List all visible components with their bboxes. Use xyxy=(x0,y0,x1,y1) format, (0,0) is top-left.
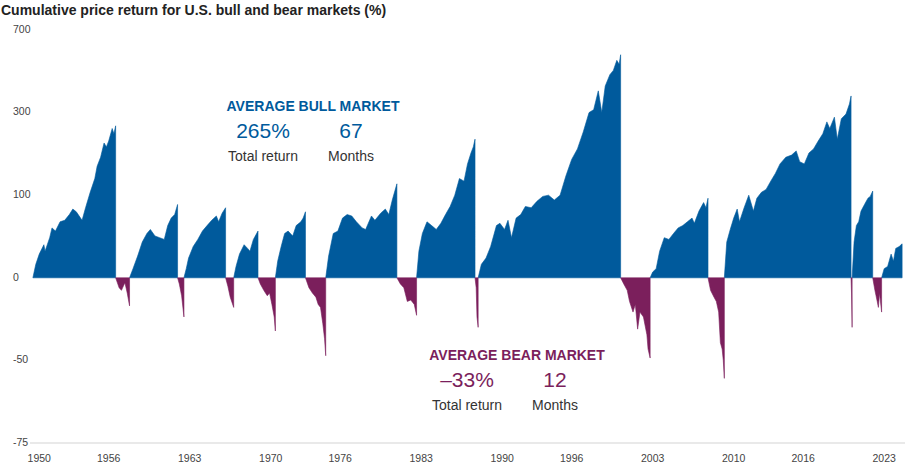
x-tick-label: 2010 xyxy=(722,452,746,464)
annotation-value: 67 xyxy=(339,119,362,142)
x-tick-label: 1950 xyxy=(28,452,52,464)
x-tick-label: 1983 xyxy=(410,452,434,464)
x-tick-label: 1996 xyxy=(560,452,584,464)
x-tick-label: 1990 xyxy=(491,452,515,464)
y-tick-label: 100 xyxy=(13,188,31,200)
y-tick-label: -50 xyxy=(13,353,28,365)
x-tick-label: 1963 xyxy=(178,452,202,464)
annotation-value: 265% xyxy=(236,119,290,142)
annotation-label: Months xyxy=(532,397,578,413)
x-axis-line xyxy=(30,443,905,444)
y-tick-label: 300 xyxy=(13,105,31,117)
annotation-title: AVERAGE BEAR MARKET xyxy=(429,347,605,363)
x-tick-label: 2003 xyxy=(641,452,665,464)
annotation-title: AVERAGE BULL MARKET xyxy=(227,98,400,114)
annotation: AVERAGE BEAR MARKET –33% Total return 12 Mon… xyxy=(429,347,605,413)
chart-title: Cumulative price return for U.S. bull an… xyxy=(1,2,386,18)
x-tick-label: 2016 xyxy=(791,452,815,464)
y-tick-label: 0 xyxy=(13,271,19,283)
y-tick-label: 700 xyxy=(13,23,31,35)
annotation: AVERAGE BULL MARKET 265% Total return 67 Mon… xyxy=(227,98,400,164)
annotation-value: –33% xyxy=(440,368,494,391)
annotation-label: Total return xyxy=(432,397,502,413)
x-tick-label: 1976 xyxy=(329,452,353,464)
area-series xyxy=(33,55,902,278)
plot-area xyxy=(33,55,902,379)
annotation-label: Total return xyxy=(228,148,298,164)
x-tick-label: 1970 xyxy=(259,452,283,464)
annotation-label: Months xyxy=(328,148,374,164)
annotation-value: 12 xyxy=(543,368,566,391)
x-tick-label: 1956 xyxy=(97,452,121,464)
area-series xyxy=(116,278,882,379)
chart: Cumulative price return for U.S. bull an… xyxy=(0,0,916,467)
x-tick-label: 2023 xyxy=(872,452,896,464)
y-tick-label: -75 xyxy=(13,436,28,448)
